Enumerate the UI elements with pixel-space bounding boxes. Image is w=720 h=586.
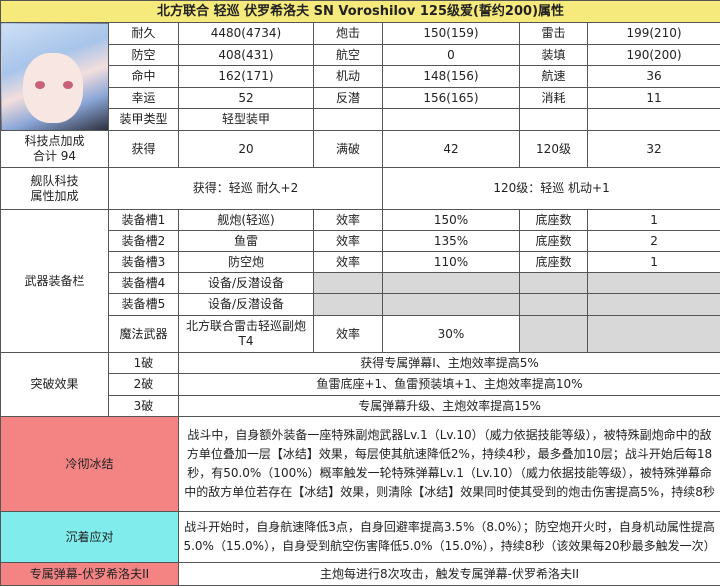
skill-desc: 战斗中，自身额外装备一座特殊副炮武器Lv.1（Lv.10）（威力依据技能等级），…	[179, 417, 720, 512]
stat-value: 199(210)	[588, 23, 720, 45]
tech-max-label: 满破	[314, 131, 383, 168]
breakthrough-level: 1破	[109, 353, 179, 374]
eff-value: 150%	[383, 210, 520, 231]
stat-value: 408(431)	[179, 45, 314, 66]
stat-label: 炮击	[314, 23, 383, 45]
fleet-tech-120: 120级：轻巡 机动+1	[383, 168, 720, 210]
mount-label: 底座数	[520, 210, 588, 231]
skill-name: 冷彻冰结	[1, 417, 179, 512]
eff-label: 效率	[314, 252, 383, 273]
breakthrough-effect: 专属弹幕升级、主炮效率提高15%	[179, 396, 720, 417]
breakthrough-effect: 获得专属弹幕I、主炮效率提高5%	[179, 353, 720, 374]
tech-lv-value: 32	[588, 131, 720, 168]
skill-name: 沉着应对	[1, 512, 179, 563]
eff-value: 30%	[383, 316, 520, 353]
eff-label: 效率	[314, 316, 383, 353]
stat-value: 52	[179, 88, 314, 109]
mount-label: 底座数	[520, 252, 588, 273]
mount-label: 底座数	[520, 231, 588, 252]
stat-value: 11	[588, 88, 720, 109]
slot-label: 装备槽4	[109, 273, 179, 294]
slot-label: 装备槽5	[109, 294, 179, 316]
stat-value: 0	[383, 45, 520, 66]
eff-label: 效率	[314, 231, 383, 252]
stat-value: 156(165)	[383, 88, 520, 109]
mount-value: 1	[588, 252, 720, 273]
stat-label: 反潜	[314, 88, 383, 109]
breakthrough-label: 突破效果	[1, 353, 109, 417]
slot-type: 舰炮(轻巡)	[179, 210, 314, 231]
mount-value: 2	[588, 231, 720, 252]
stat-label: 命中	[109, 66, 179, 88]
page-title: 北方联合 轻巡 伏罗希洛夫 SN Voroshilov 125级爱(誓约200)…	[1, 1, 720, 23]
stat-label: 雷击	[520, 23, 588, 45]
slot-label: 装备槽2	[109, 231, 179, 252]
tech-get-label: 获得	[109, 131, 179, 168]
fleet-tech-label: 舰队科技属性加成	[1, 168, 109, 210]
stat-value: 150(159)	[383, 23, 520, 45]
eff-label: 效率	[314, 210, 383, 231]
armor-value: 轻型装甲	[179, 109, 314, 131]
slot-type: 设备/反潜设备	[179, 294, 314, 316]
weapons-label: 武器装备栏	[1, 210, 109, 353]
tech-points-label: 科技点加成合计 94	[1, 131, 109, 168]
stat-label: 航空	[314, 45, 383, 66]
tech-lv-label: 120级	[520, 131, 588, 168]
slot-label: 装备槽1	[109, 210, 179, 231]
stat-label: 航速	[520, 66, 588, 88]
tech-get-value: 20	[179, 131, 314, 168]
slot-label: 装备槽3	[109, 252, 179, 273]
eff-value: 110%	[383, 252, 520, 273]
stat-label: 消耗	[520, 88, 588, 109]
stat-label: 机动	[314, 66, 383, 88]
mount-value: 1	[588, 210, 720, 231]
eff-value: 135%	[383, 231, 520, 252]
slot-type: 鱼雷	[179, 231, 314, 252]
skill-name: 专属弹幕-伏罗希洛夫II	[1, 563, 179, 586]
slot-type: 防空炮	[179, 252, 314, 273]
magic-slot-label: 魔法武器	[109, 316, 179, 353]
breakthrough-level: 3破	[109, 396, 179, 417]
skill-desc: 战斗开始时，自身航速降低3点，自身回避率提高3.5%（8.0%）；防空炮开火时，…	[179, 512, 720, 563]
stat-value: 148(156)	[383, 66, 520, 88]
stat-value: 4480(4734)	[179, 23, 314, 45]
stat-value: 36	[588, 66, 720, 88]
skill-desc: 主炮每进行8次攻击，触发专属弹幕-伏罗希洛夫II	[179, 563, 720, 586]
stat-value: 162(171)	[179, 66, 314, 88]
ship-portrait	[1, 23, 109, 131]
slot-type: 设备/反潜设备	[179, 273, 314, 294]
stat-label: 幸运	[109, 88, 179, 109]
stat-label: 防空	[109, 45, 179, 66]
stat-label: 装填	[520, 45, 588, 66]
fleet-tech-get: 获得：轻巡 耐久+2	[109, 168, 383, 210]
stat-label: 耐久	[109, 23, 179, 45]
breakthrough-effect: 鱼雷底座+1、鱼雷预装填+1、主炮效率提高10%	[179, 374, 720, 396]
breakthrough-level: 2破	[109, 374, 179, 396]
stat-value: 190(200)	[588, 45, 720, 66]
armor-label: 装甲类型	[109, 109, 179, 131]
tech-max-value: 42	[383, 131, 520, 168]
